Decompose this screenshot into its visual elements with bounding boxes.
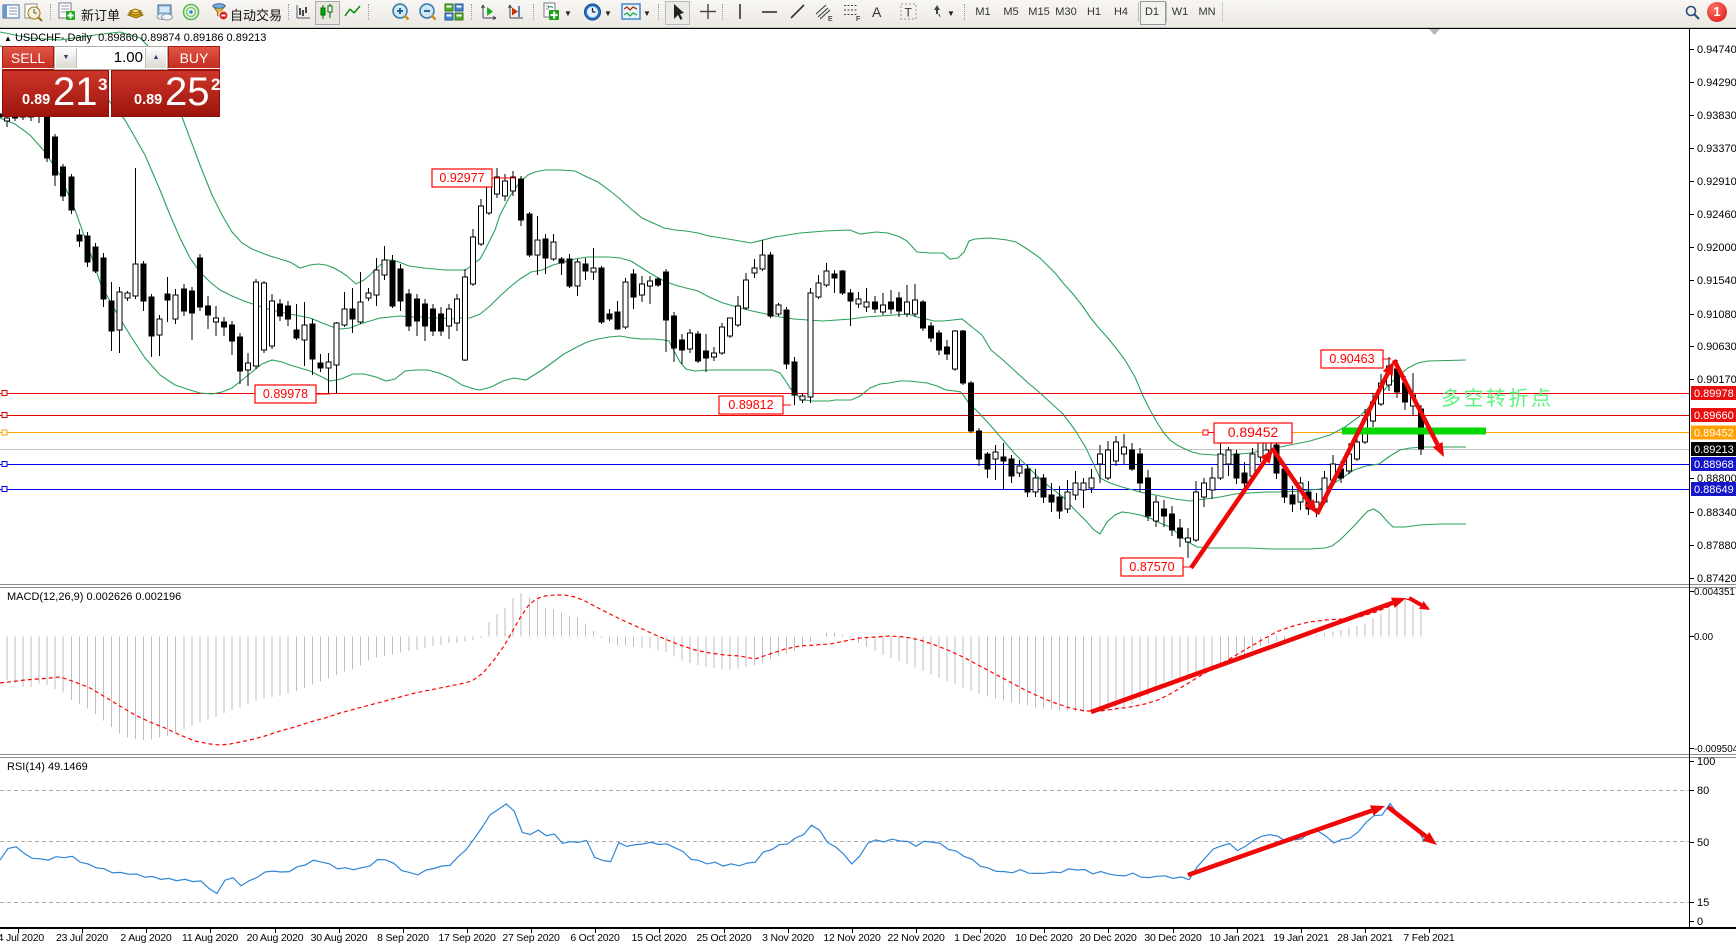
svg-text:20 Aug 2020: 20 Aug 2020: [247, 932, 304, 944]
svg-text:12 Nov 2020: 12 Nov 2020: [823, 932, 881, 944]
svg-text:0.88968: 0.88968: [1694, 459, 1734, 471]
svg-text:0.92910: 0.92910: [1697, 176, 1736, 188]
svg-text:22 Nov 2020: 22 Nov 2020: [887, 932, 945, 944]
svg-text:0.89978: 0.89978: [1694, 388, 1734, 400]
svg-text:0: 0: [1697, 916, 1703, 928]
svg-text:11 Aug 2020: 11 Aug 2020: [182, 932, 238, 944]
svg-text:0.90170: 0.90170: [1697, 374, 1736, 386]
svg-text:0.92977: 0.92977: [439, 171, 484, 185]
svg-text:27 Sep 2020: 27 Sep 2020: [502, 932, 560, 944]
svg-text:14 Jul 2020: 14 Jul 2020: [0, 932, 44, 944]
svg-text:RSI(14) 49.1469: RSI(14) 49.1469: [7, 761, 88, 773]
svg-text:15: 15: [1697, 897, 1709, 909]
svg-text:0.91080: 0.91080: [1697, 309, 1736, 321]
svg-text:2 Aug 2020: 2 Aug 2020: [120, 932, 171, 944]
svg-text:E: E: [828, 16, 833, 22]
svg-text:0.89812: 0.89812: [728, 398, 773, 412]
svg-text:8 Sep 2020: 8 Sep 2020: [377, 932, 429, 944]
svg-text:20 Dec 2020: 20 Dec 2020: [1079, 932, 1137, 944]
svg-text:0.94290: 0.94290: [1697, 77, 1736, 89]
svg-text:MACD(12,26,9) 0.002626 0.00219: MACD(12,26,9) 0.002626 0.002196: [7, 591, 181, 603]
svg-text:0.90463: 0.90463: [1329, 352, 1374, 366]
svg-text:0.00: 0.00: [1694, 632, 1714, 643]
svg-text:0.93370: 0.93370: [1697, 143, 1736, 155]
svg-text:0.87420: 0.87420: [1697, 573, 1736, 585]
svg-text:50: 50: [1697, 837, 1709, 849]
svg-text:80: 80: [1697, 785, 1709, 797]
svg-text:0.87570: 0.87570: [1129, 560, 1174, 574]
svg-text:0.88649: 0.88649: [1694, 484, 1734, 496]
svg-text:F: F: [856, 16, 860, 22]
svg-text:0.92000: 0.92000: [1697, 242, 1736, 254]
svg-text:0.91540: 0.91540: [1697, 275, 1736, 287]
svg-text:0.89452: 0.89452: [1694, 428, 1734, 440]
svg-text:0.93830: 0.93830: [1697, 110, 1736, 122]
svg-text:0.89213: 0.89213: [1694, 444, 1734, 456]
svg-text:100: 100: [1697, 756, 1715, 768]
svg-text:0.90630: 0.90630: [1697, 341, 1736, 353]
svg-text:0.89660: 0.89660: [1694, 410, 1734, 422]
svg-text:25 Oct 2020: 25 Oct 2020: [696, 932, 751, 944]
svg-text:23 Jul 2020: 23 Jul 2020: [56, 932, 108, 944]
svg-text:30 Dec 2020: 30 Dec 2020: [1144, 932, 1202, 944]
svg-text:-0.009504: -0.009504: [1694, 744, 1736, 755]
svg-text:0.89978: 0.89978: [263, 387, 308, 401]
svg-text:0.92460: 0.92460: [1697, 209, 1736, 221]
svg-text:1 Dec 2020: 1 Dec 2020: [954, 932, 1006, 944]
svg-text:30 Aug 2020: 30 Aug 2020: [311, 932, 368, 944]
svg-text:多空转折点: 多空转折点: [1441, 387, 1554, 410]
svg-text:0.87880: 0.87880: [1697, 540, 1736, 552]
svg-text:17 Sep 2020: 17 Sep 2020: [438, 932, 496, 944]
svg-text:10 Dec 2020: 10 Dec 2020: [1015, 932, 1073, 944]
svg-text:T: T: [905, 6, 913, 20]
svg-text:10 Jan 2021: 10 Jan 2021: [1209, 932, 1265, 944]
svg-text:15 Oct 2020: 15 Oct 2020: [631, 932, 686, 944]
svg-text:0.89452: 0.89452: [1228, 424, 1279, 440]
svg-text:19 Jan 2021: 19 Jan 2021: [1273, 932, 1329, 944]
svg-text:0.004351: 0.004351: [1694, 587, 1735, 598]
svg-text:6 Oct 2020: 6 Oct 2020: [570, 932, 620, 944]
svg-text:7 Feb 2021: 7 Feb 2021: [1403, 932, 1454, 944]
svg-text:0.94740: 0.94740: [1697, 44, 1736, 56]
svg-text:28 Jan 2021: 28 Jan 2021: [1337, 932, 1393, 944]
svg-text:3 Nov 2020: 3 Nov 2020: [762, 932, 814, 944]
svg-text:0.88340: 0.88340: [1697, 507, 1736, 519]
